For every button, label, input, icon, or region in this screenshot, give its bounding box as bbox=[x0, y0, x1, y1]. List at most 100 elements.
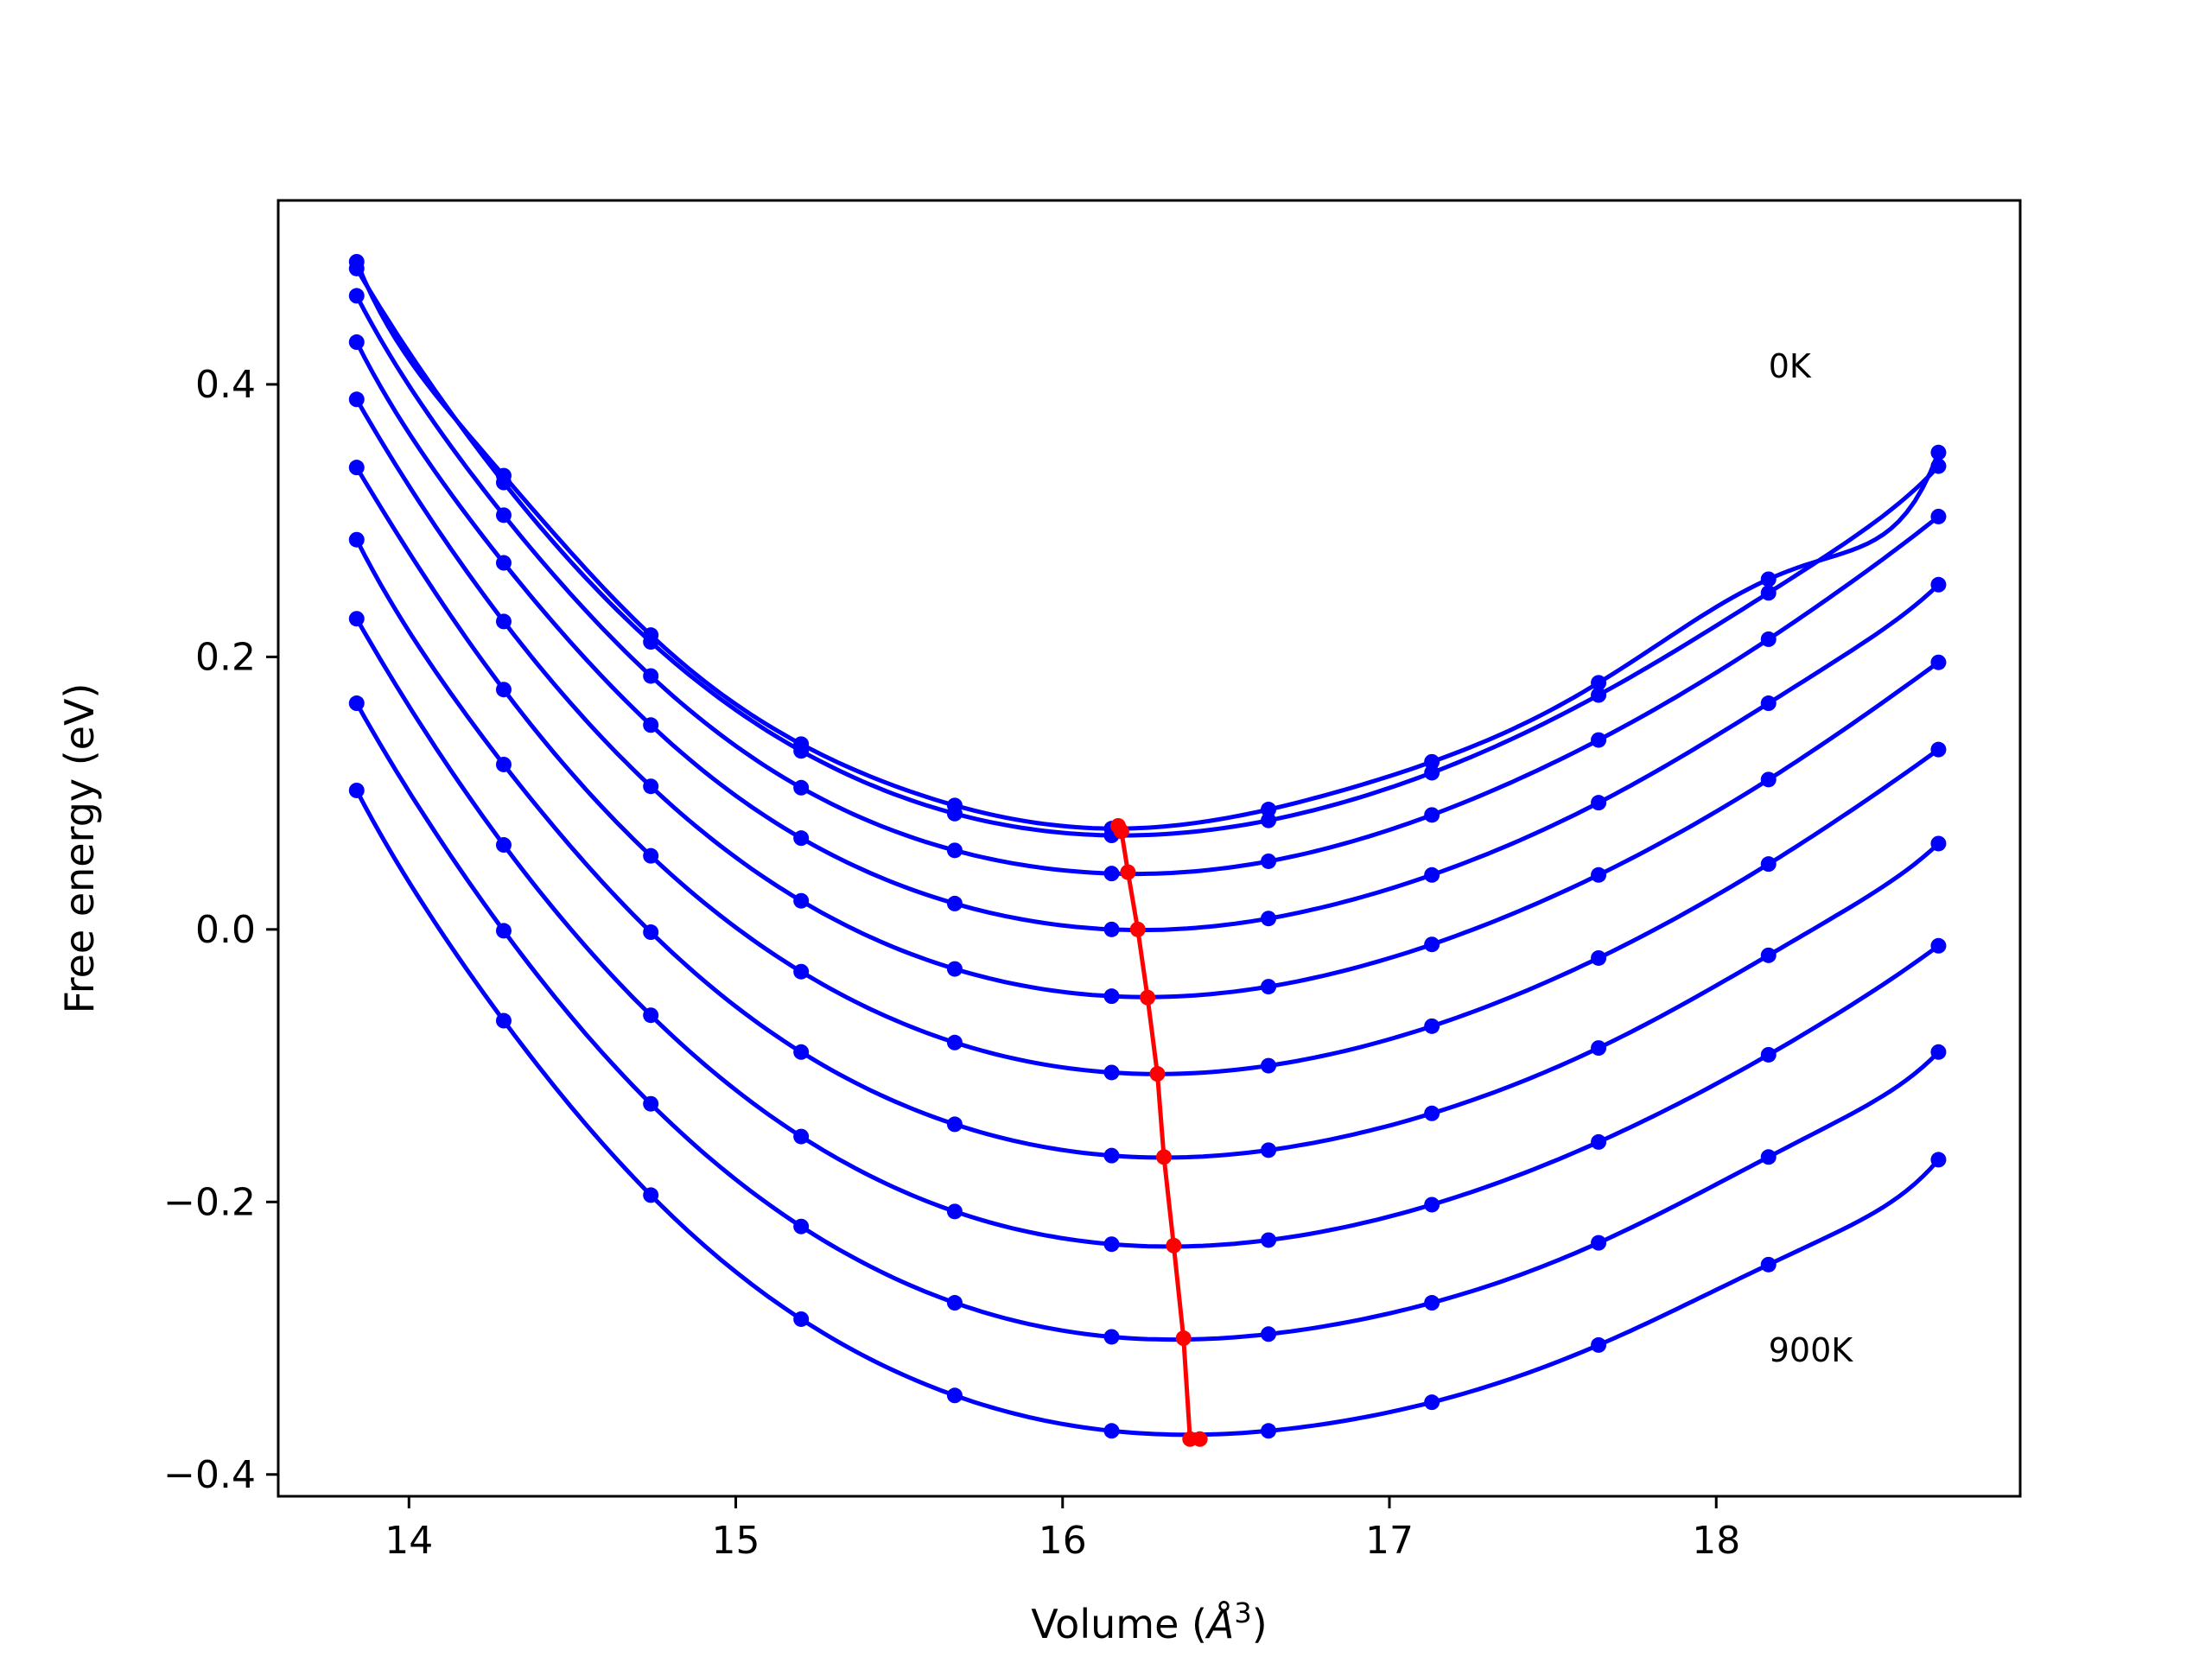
minima-point bbox=[1113, 823, 1129, 840]
curve-point bbox=[1930, 937, 1947, 954]
x-axis-ticks: 14 15 16 17 18 bbox=[385, 1496, 1740, 1563]
curve-point bbox=[643, 924, 659, 941]
curve-line-7 bbox=[354, 538, 1941, 1160]
curve-point bbox=[1103, 921, 1120, 937]
curve-point bbox=[643, 1095, 659, 1112]
curve-point bbox=[1103, 866, 1120, 882]
minima-trace bbox=[1110, 817, 1208, 1447]
curve-point bbox=[643, 668, 659, 684]
energy-curves bbox=[348, 253, 1947, 1439]
curve-line-1 bbox=[354, 261, 1941, 831]
curve-point bbox=[1591, 675, 1607, 691]
curve-point bbox=[1261, 911, 1277, 927]
curve-point bbox=[643, 847, 659, 864]
curve-point bbox=[1760, 1149, 1777, 1165]
curve-point bbox=[348, 531, 365, 548]
curve-point bbox=[946, 1295, 963, 1311]
curve-point bbox=[1424, 765, 1440, 781]
curve-point bbox=[1424, 1105, 1440, 1121]
curve-point bbox=[946, 1387, 963, 1404]
curve-point bbox=[1261, 853, 1277, 869]
minima-point bbox=[1156, 1149, 1173, 1165]
curve-point bbox=[495, 1012, 512, 1029]
curve-point bbox=[495, 837, 512, 854]
curve-point bbox=[1930, 1152, 1947, 1168]
minima-point bbox=[1120, 864, 1136, 880]
minima-point bbox=[1129, 921, 1146, 937]
curve-point bbox=[1261, 1423, 1277, 1439]
curve-point bbox=[1591, 949, 1607, 966]
curve-point bbox=[793, 1218, 810, 1235]
curve-point bbox=[1424, 1018, 1440, 1034]
curve-point bbox=[1930, 508, 1947, 524]
curve-point bbox=[495, 613, 512, 630]
curve-point bbox=[793, 1128, 810, 1145]
curve-point bbox=[793, 743, 810, 759]
curve-point bbox=[1424, 1394, 1440, 1411]
curve-point bbox=[1591, 1040, 1607, 1057]
curve-line-10 bbox=[354, 789, 1941, 1438]
curve-point bbox=[946, 1203, 963, 1220]
curve-point bbox=[1930, 835, 1947, 852]
x-tick-label: 15 bbox=[712, 1519, 760, 1563]
curve-point bbox=[1930, 741, 1947, 758]
curve-point bbox=[643, 1007, 659, 1024]
x-tick-label: 17 bbox=[1365, 1519, 1414, 1563]
curve-annotation: 0K bbox=[1769, 347, 1812, 385]
curve-point bbox=[1591, 687, 1607, 703]
curve-point bbox=[348, 695, 365, 712]
curve-point bbox=[1591, 866, 1607, 883]
curve-point bbox=[1261, 1232, 1277, 1248]
curve-point bbox=[1103, 1147, 1120, 1164]
curve-point bbox=[946, 1034, 963, 1050]
curve-point bbox=[1591, 1235, 1607, 1251]
curve-point bbox=[495, 507, 512, 524]
curve-point bbox=[793, 963, 810, 980]
minima-point bbox=[1166, 1237, 1182, 1254]
curve-point bbox=[1760, 1256, 1777, 1273]
y-axis-label: Free energy (eV) bbox=[56, 683, 103, 1014]
curve-point bbox=[793, 1044, 810, 1060]
curve-point bbox=[348, 460, 365, 476]
curve-line-6 bbox=[354, 466, 1940, 1076]
curve-point bbox=[1424, 1295, 1440, 1311]
curve-point bbox=[1424, 807, 1440, 823]
curve-point bbox=[1591, 1336, 1607, 1353]
curve-line-8 bbox=[354, 617, 1940, 1249]
curve-point bbox=[1261, 1326, 1277, 1342]
curve-point bbox=[1103, 988, 1120, 1005]
curve-point bbox=[643, 634, 659, 651]
curve-point bbox=[793, 892, 810, 909]
curve-point bbox=[348, 334, 365, 351]
minima-point bbox=[1192, 1431, 1208, 1447]
x-tick-label: 14 bbox=[385, 1519, 433, 1563]
y-tick-label: 0.0 bbox=[195, 908, 256, 952]
curve-point bbox=[1424, 1196, 1440, 1213]
curve-point bbox=[643, 1187, 659, 1203]
curve-point bbox=[1261, 802, 1277, 818]
curve-point bbox=[1930, 444, 1947, 460]
curve-point bbox=[946, 895, 963, 911]
curve-line-2 bbox=[354, 267, 1941, 838]
curve-point bbox=[1103, 1329, 1120, 1345]
curve-point bbox=[1591, 732, 1607, 748]
curve-point bbox=[1760, 631, 1777, 647]
curve-point bbox=[1261, 812, 1277, 828]
curve-point bbox=[1760, 771, 1777, 788]
curve-point bbox=[1930, 1044, 1947, 1060]
curve-point bbox=[793, 1311, 810, 1327]
curve-point bbox=[1930, 576, 1947, 593]
curve-point bbox=[1424, 866, 1440, 883]
curve-point bbox=[1103, 1236, 1120, 1253]
curve-point bbox=[1424, 936, 1440, 953]
curve-annotation: 900K bbox=[1769, 1331, 1854, 1369]
curve-point bbox=[946, 805, 963, 822]
curve-point bbox=[1930, 654, 1947, 670]
curve-line-5 bbox=[354, 398, 1940, 1000]
curve-point bbox=[348, 391, 365, 408]
y-tick-label: 0.2 bbox=[195, 635, 256, 679]
curve-point bbox=[1930, 458, 1947, 474]
curve-point bbox=[348, 611, 365, 627]
curve-point bbox=[643, 717, 659, 733]
